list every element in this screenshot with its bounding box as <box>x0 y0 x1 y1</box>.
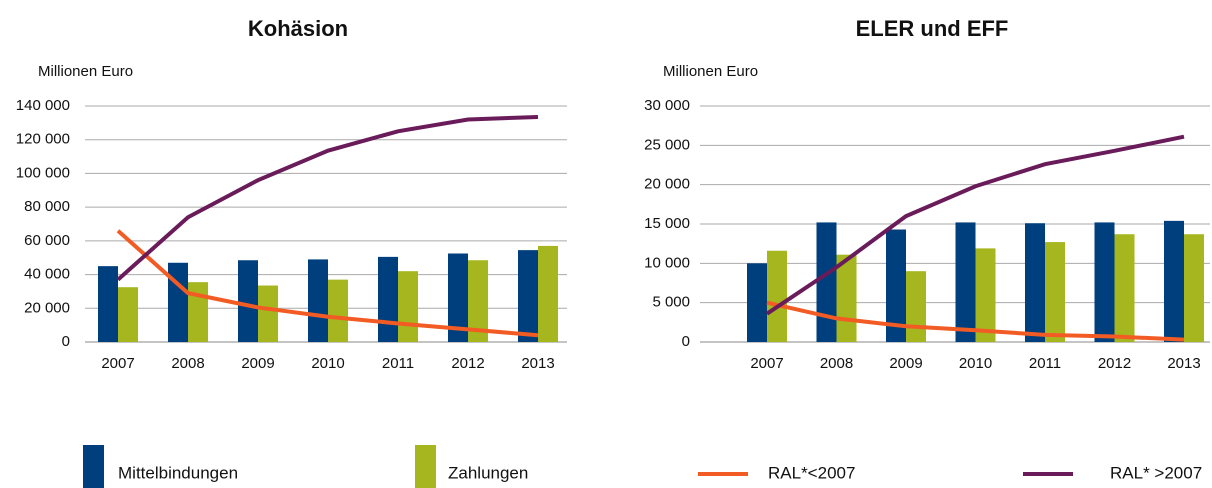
x-tick-label: 2010 <box>959 355 992 372</box>
x-tick-label: 2008 <box>820 355 853 372</box>
x-tick-label: 2013 <box>521 355 554 372</box>
line <box>766 300 1185 342</box>
bar <box>328 279 348 342</box>
bar <box>1045 242 1065 342</box>
y-axis-label: Millionen Euro <box>38 63 133 80</box>
line <box>765 134 1185 316</box>
y-tick-label: 80 000 <box>24 198 70 215</box>
bar <box>258 285 278 342</box>
bar <box>538 245 558 342</box>
y-tick-label: 5 000 <box>652 294 690 311</box>
bar <box>188 282 208 342</box>
bar <box>98 266 118 342</box>
legend-swatch <box>83 445 104 488</box>
bar <box>238 260 258 342</box>
y-tick-label: 60 000 <box>24 232 70 249</box>
bar <box>975 248 996 342</box>
y-tick-label: 140 000 <box>16 97 70 114</box>
bar <box>1164 220 1184 342</box>
bar <box>767 250 787 342</box>
chart-title: Kohäsion <box>248 16 348 41</box>
legend-swatch <box>415 445 436 488</box>
bar <box>378 256 398 342</box>
x-tick-label: 2011 <box>1029 355 1061 372</box>
x-tick-label: 2007 <box>750 355 783 372</box>
bar <box>955 222 976 342</box>
x-tick-label: 2010 <box>311 355 344 372</box>
legend-label: RAL* >2007 <box>1110 463 1202 482</box>
x-tick-label: 2013 <box>1167 355 1200 372</box>
legend-label: Mittelbindungen <box>118 463 238 482</box>
y-tick-label: 25 000 <box>644 136 690 153</box>
x-tick-label: 2008 <box>171 355 204 372</box>
x-tick-label: 2009 <box>889 355 922 372</box>
y-tick-label: 40 000 <box>24 266 70 283</box>
y-tick-label: 0 <box>682 333 690 350</box>
legend-label: RAL*<2007 <box>768 463 855 482</box>
y-tick-label: 30 000 <box>644 97 690 114</box>
x-tick-label: 2007 <box>101 355 134 372</box>
y-tick-label: 0 <box>62 333 70 350</box>
bar <box>836 254 857 342</box>
line <box>116 229 539 338</box>
bar <box>118 287 138 342</box>
bar <box>1094 222 1115 342</box>
bar <box>747 263 767 342</box>
x-tick-label: 2012 <box>451 355 484 372</box>
bar <box>308 259 328 342</box>
y-tick-label: 15 000 <box>644 215 690 232</box>
y-tick-label: 10 000 <box>644 254 690 271</box>
y-axis-label: Millionen Euro <box>663 63 758 80</box>
x-tick-label: 2011 <box>382 355 414 372</box>
x-tick-label: 2009 <box>241 355 274 372</box>
y-tick-label: 20 000 <box>24 299 70 316</box>
legend-label: Zahlungen <box>448 463 528 482</box>
bar <box>398 271 418 342</box>
bar <box>448 253 468 342</box>
bar <box>886 229 906 342</box>
bar <box>906 271 926 342</box>
bar <box>1025 223 1045 342</box>
bar <box>1184 234 1204 342</box>
y-tick-label: 120 000 <box>16 131 70 148</box>
bar <box>468 260 488 342</box>
y-tick-label: 100 000 <box>16 164 70 181</box>
x-tick-label: 2012 <box>1098 355 1131 372</box>
y-tick-label: 20 000 <box>644 176 690 193</box>
chart-title: ELER und EFF <box>856 16 1009 41</box>
line <box>116 114 539 282</box>
bar <box>168 262 188 342</box>
bar <box>518 250 538 342</box>
bar <box>1114 234 1135 342</box>
bar <box>816 222 837 342</box>
